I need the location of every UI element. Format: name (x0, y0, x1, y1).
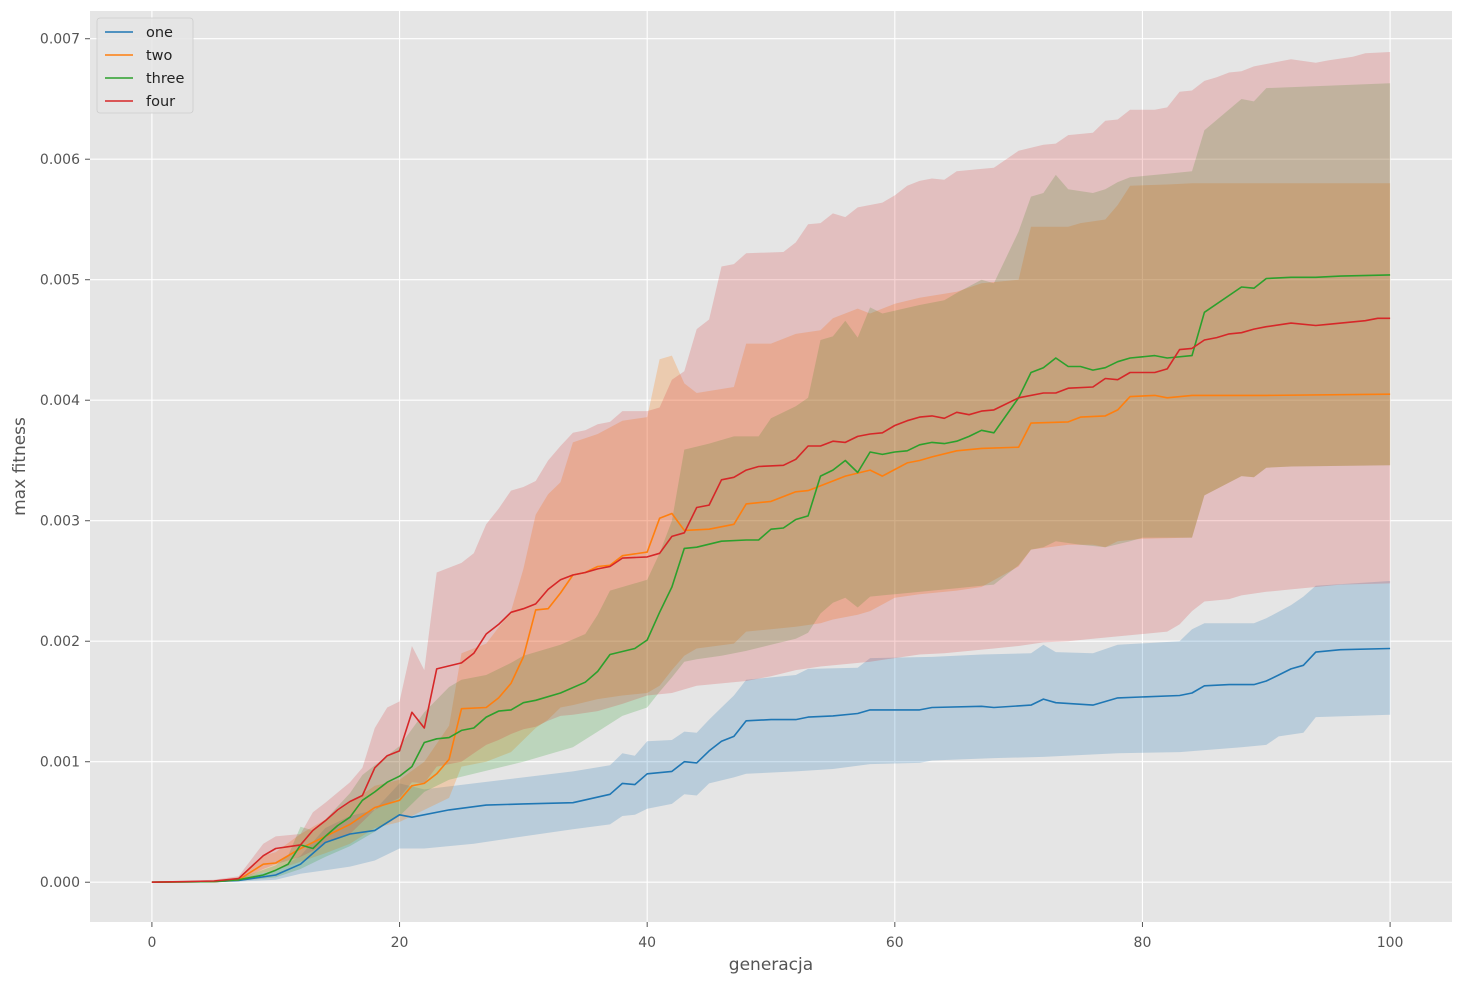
x-axis-label: generacja (729, 955, 813, 975)
line-two (151, 393, 1391, 883)
line-four (151, 317, 1391, 883)
legend-label-one: one (146, 25, 173, 41)
y-tick-label: 0.003 (40, 514, 80, 530)
band-two (151, 183, 1391, 883)
y-tick-label: 0.001 (40, 755, 80, 771)
x-tick-label: 100 (1377, 935, 1404, 951)
band-four (151, 52, 1391, 883)
y-tick-label: 0.000 (40, 875, 80, 891)
band-three (151, 83, 1391, 883)
line-one (151, 647, 1391, 883)
legend-box (96, 17, 194, 114)
legend-label-four: four (146, 94, 175, 110)
y-tick-label: 0.004 (40, 393, 80, 409)
x-axis-ticks: 0 20 40 60 80 100 (147, 922, 1403, 951)
x-tick-label: 20 (391, 935, 409, 951)
y-tick-label: 0.002 (40, 634, 80, 650)
legend-label-two: two (146, 48, 173, 64)
x-tick-label: 0 (147, 935, 156, 951)
band-one (151, 581, 1391, 883)
grid (90, 11, 1452, 922)
y-axis-ticks: 0.000 0.001 0.002 0.003 0.004 0.005 0.006 0.007 (40, 32, 90, 891)
legend: one two three four (96, 17, 194, 114)
x-tick-label: 80 (1134, 935, 1152, 951)
x-tick-label: 40 (638, 935, 656, 951)
y-tick-label: 0.005 (40, 273, 80, 289)
y-axis-label: max fitness (10, 417, 30, 516)
line-three (151, 274, 1391, 883)
y-tick-label: 0.006 (40, 152, 80, 168)
legend-label-three: three (146, 71, 184, 87)
confidence-bands (151, 52, 1391, 883)
series-lines (151, 274, 1391, 883)
x-tick-label: 60 (886, 935, 904, 951)
y-tick-label: 0.007 (40, 32, 80, 48)
